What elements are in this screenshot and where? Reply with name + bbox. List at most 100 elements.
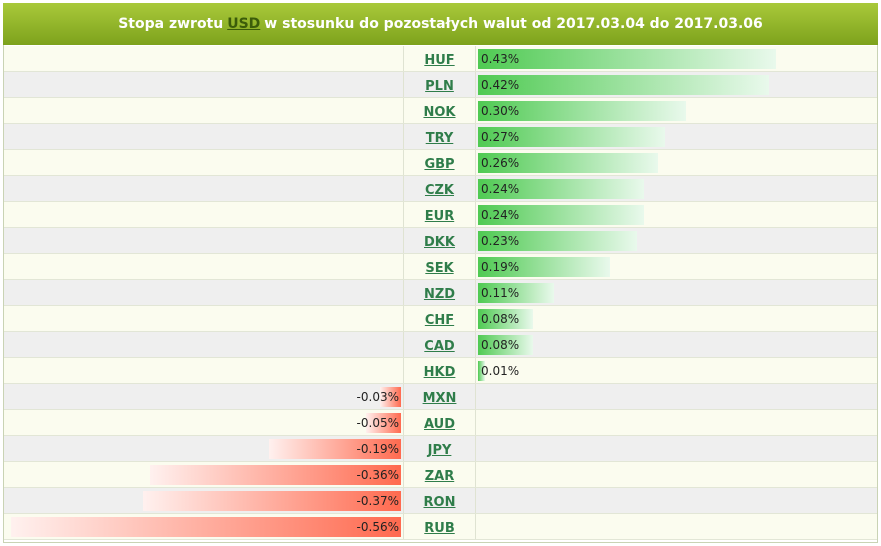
value-label: 0.24% — [481, 182, 520, 196]
positive-bar — [478, 361, 485, 381]
table-row: HUF 0.43% — [4, 46, 877, 72]
table-row: HKD 0.01% — [4, 358, 877, 384]
header-prefix: Stopa zwrotu — [118, 16, 224, 32]
positive-cell — [476, 384, 877, 409]
positive-bar — [478, 179, 645, 199]
table-row: DKK 0.23% — [4, 228, 877, 254]
currency-code-cell: DKK — [404, 228, 476, 253]
value-label: -0.36% — [356, 468, 399, 482]
currency-link-sek[interactable]: SEK — [425, 261, 454, 276]
positive-cell: 0.26% — [476, 150, 877, 175]
currency-link-ron[interactable]: RON — [423, 495, 456, 510]
value-label: 0.43% — [481, 52, 520, 66]
currency-link-gbp[interactable]: GBP — [424, 157, 455, 172]
currency-link-jpy[interactable]: JPY — [427, 443, 452, 458]
negative-cell: -0.05% — [4, 410, 404, 435]
positive-cell: 0.24% — [476, 202, 877, 227]
negative-cell — [4, 124, 404, 149]
table-row: -0.03% MXN — [4, 384, 877, 410]
currency-link-nok[interactable]: NOK — [423, 105, 456, 120]
table-row: -0.19% JPY — [4, 436, 877, 462]
negative-cell — [4, 306, 404, 331]
negative-cell: -0.56% — [4, 514, 404, 539]
negative-cell — [4, 202, 404, 227]
table-row: PLN 0.42% — [4, 72, 877, 98]
currency-link-huf[interactable]: HUF — [424, 53, 455, 68]
value-label: 0.11% — [481, 286, 520, 300]
table-row: CAD 0.08% — [4, 332, 877, 358]
currency-link-eur[interactable]: EUR — [424, 209, 455, 224]
value-label: 0.42% — [481, 78, 520, 92]
value-label: 0.24% — [481, 208, 520, 222]
negative-cell — [4, 358, 404, 383]
value-label: 0.08% — [481, 312, 520, 326]
currency-code-cell: NOK — [404, 98, 476, 123]
currency-link-chf[interactable]: CHF — [424, 313, 455, 328]
positive-cell: 0.30% — [476, 98, 877, 123]
negative-cell — [4, 254, 404, 279]
positive-bar — [478, 283, 555, 303]
currency-link-nzd[interactable]: NZD — [423, 287, 456, 302]
value-label: 0.26% — [481, 156, 520, 170]
currency-link-rub[interactable]: RUB — [424, 521, 455, 536]
currency-link-hkd[interactable]: HKD — [423, 365, 456, 380]
positive-bar — [478, 257, 610, 277]
value-label: -0.03% — [356, 390, 399, 404]
positive-cell: 0.27% — [476, 124, 877, 149]
negative-bar — [143, 491, 401, 511]
currency-link-cad[interactable]: CAD — [424, 339, 455, 354]
positive-cell — [476, 514, 877, 539]
table-row: -0.37% RON — [4, 488, 877, 514]
currency-code-cell: TRY — [404, 124, 476, 149]
currency-link-zar[interactable]: ZAR — [424, 469, 455, 484]
table-row: -0.36% ZAR — [4, 462, 877, 488]
positive-cell — [476, 488, 877, 513]
currency-code-cell: RON — [404, 488, 476, 513]
currency-code-cell: AUD — [404, 410, 476, 435]
positive-bar — [478, 75, 770, 95]
table-row: GBP 0.26% — [4, 150, 877, 176]
currency-link-dkk[interactable]: DKK — [424, 235, 455, 250]
currency-code-cell: JPY — [404, 436, 476, 461]
table-row: CZK 0.24% — [4, 176, 877, 202]
value-label: 0.19% — [481, 260, 520, 274]
positive-cell: 0.08% — [476, 332, 877, 357]
negative-cell — [4, 150, 404, 175]
value-label: 0.01% — [481, 364, 520, 378]
currency-code-cell: CZK — [404, 176, 476, 201]
currency-link-mxn[interactable]: MXN — [422, 391, 457, 406]
currency-link-pln[interactable]: PLN — [425, 79, 454, 94]
negative-cell: -0.03% — [4, 384, 404, 409]
negative-cell — [4, 176, 404, 201]
negative-bar — [380, 387, 401, 407]
value-label: 0.27% — [481, 130, 520, 144]
currency-code-cell: HKD — [404, 358, 476, 383]
currency-code-cell: ZAR — [404, 462, 476, 487]
positive-cell — [476, 462, 877, 487]
value-label: -0.56% — [356, 520, 399, 534]
negative-cell — [4, 332, 404, 357]
currency-link-try[interactable]: TRY — [425, 131, 454, 146]
negative-cell — [4, 46, 404, 71]
value-label: -0.37% — [356, 494, 399, 508]
currency-code-cell: EUR — [404, 202, 476, 227]
positive-bar — [478, 127, 666, 147]
base-currency-link[interactable]: USD — [227, 16, 261, 32]
value-label: -0.19% — [356, 442, 399, 456]
value-label: 0.08% — [481, 338, 520, 352]
table-row: -0.05% AUD — [4, 410, 877, 436]
negative-cell: -0.36% — [4, 462, 404, 487]
table-row: CHF 0.08% — [4, 306, 877, 332]
header-suffix: w stosunku do pozostałych walut od 2017.… — [264, 16, 763, 32]
negative-cell — [4, 280, 404, 305]
positive-bar — [478, 309, 534, 329]
currency-link-czk[interactable]: CZK — [424, 183, 455, 198]
currency-code-cell: GBP — [404, 150, 476, 175]
negative-bar — [11, 517, 401, 537]
currency-link-aud[interactable]: AUD — [423, 417, 455, 432]
negative-cell — [4, 98, 404, 123]
currency-code-cell: PLN — [404, 72, 476, 97]
table-row: TRY 0.27% — [4, 124, 877, 150]
value-label: -0.05% — [356, 416, 399, 430]
value-label: 0.30% — [481, 104, 520, 118]
